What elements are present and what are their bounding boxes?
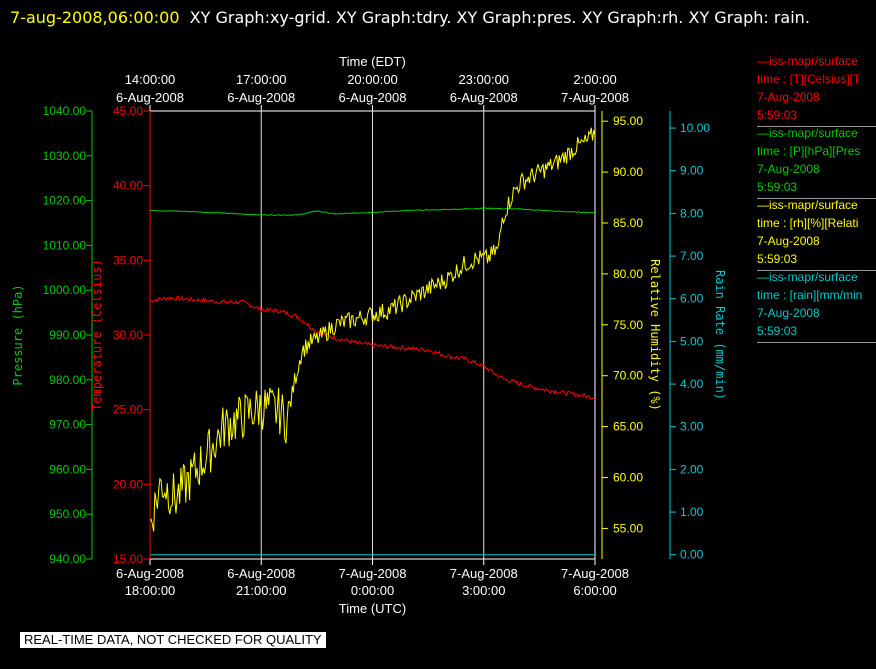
x-tick-label-utc-date: 7-Aug-2008 [339,566,407,581]
x-tick-label-edt-date: 6-Aug-2008 [116,90,184,105]
x-tick-label-utc-time: 6:00:00 [573,583,616,598]
quality-notice: REAL-TIME DATA, NOT CHECKED FOR QUALITY [20,632,326,648]
x-tick-label-utc-date: 6-Aug-2008 [116,566,184,581]
temperature-tick-label: 30.00 [113,328,143,342]
legend-entry-line2: time : [rh][%][Relati [757,216,859,230]
legend-entry: —iss-mapr/surface time : [P][hPa][Pres 7-A… [757,124,876,199]
x-tick-label-utc-time: 21:00:00 [236,583,287,598]
pressure-tick-label: 1030.00 [43,149,87,163]
temperature-tick-label: 40.00 [113,179,143,193]
x-tick-label-utc-time: 0:00:00 [351,583,394,598]
x-tick-label-utc-date: 7-Aug-2008 [450,566,518,581]
pressure-tick-label: 1000.00 [43,283,87,297]
humidity-tick-label: 65.00 [613,420,643,434]
page-title: 7-aug-2008,06:00:00 XY Graph:xy-grid. XY… [10,2,850,33]
title-text: XY Graph:xy-grid. XY Graph:tdry. XY Grap… [189,8,810,27]
pressure-tick-label: 950.00 [49,507,86,521]
x-axis-title-top: Time (EDT) [339,54,406,69]
x-tick-label-edt-date: 6-Aug-2008 [450,90,518,105]
humidity-tick-label: 55.00 [613,521,643,535]
x-tick-label-edt-time: 17:00:00 [236,72,287,87]
x-tick-label-edt-time: 2:00:00 [573,72,616,87]
x-tick-label-edt-date: 7-Aug-2008 [561,90,629,105]
pressure-tick-label: 990.00 [49,328,86,342]
humidity-tick-label: 95.00 [613,114,643,128]
legend-entry-line2: time : [rain][mm/min [757,288,863,302]
rain-tick-label: 9.00 [680,164,704,178]
legend-entry: —iss-mapr/surface time : [rh][%][Relati 7-… [757,196,876,271]
x-tick-label-utc-date: 7-Aug-2008 [561,566,629,581]
humidity-tick-label: 60.00 [613,471,643,485]
rain-tick-label: 7.00 [680,249,704,263]
x-tick-label-utc-time: 3:00:00 [462,583,505,598]
legend-entry-line1: —iss-mapr/surface [757,126,858,140]
pressure-tick-label: 960.00 [49,462,86,476]
x-tick-label-edt-date: 6-Aug-2008 [339,90,407,105]
legend-entry-line2: time : [T][Celsius][T [757,72,861,86]
legend-entry-line1: —iss-mapr/surface [757,198,858,212]
rain-tick-label: 0.00 [680,548,704,562]
pressure-tick-label: 980.00 [49,373,86,387]
legend-separator [757,270,876,271]
legend-entry-line3: 7-Aug-2008 [757,162,820,176]
humidity-tick-label: 80.00 [613,267,643,281]
x-tick-label-edt-date: 6-Aug-2008 [227,90,295,105]
x-tick-label-edt-time: 14:00:00 [125,72,176,87]
temperature-tick-label: 20.00 [113,477,143,491]
legend-separator [757,126,876,127]
legend-separator [757,342,876,343]
series-line-pressure [149,207,596,216]
legend-entry-line3: 7-Aug-2008 [757,90,820,104]
legend-entry-line4: 5:59:03 [757,180,798,194]
x-tick-label-edt-time: 23:00:00 [458,72,509,87]
legend-entry-line1: —iss-mapr/surface [757,270,858,284]
x-axis-title-bottom: Time (UTC) [339,601,406,616]
legend-entry-line1: —iss-mapr/surface [757,54,858,68]
pressure-axis-title: Pressure (hPa) [11,284,25,385]
x-tick-label-utc-time: 18:00:00 [125,583,176,598]
temperature-tick-label: 15.00 [113,552,143,566]
title-timestamp: 7-aug-2008,06:00:00 [10,8,180,27]
rain-axis-title: Rain Rate (mm/min) [713,270,727,400]
temperature-tick-label: 45.00 [113,104,143,118]
rain-tick-label: 4.00 [680,377,704,391]
humidity-tick-label: 85.00 [613,216,643,230]
legend-entry-line3: 7-Aug-2008 [757,306,820,320]
rain-tick-label: 2.00 [680,462,704,476]
rain-tick-label: 5.00 [680,334,704,348]
rain-tick-label: 8.00 [680,206,704,220]
humidity-axis-title: Relative Humidity (%) [648,259,662,411]
humidity-tick-label: 75.00 [613,318,643,332]
legend-entry-line3: 7-Aug-2008 [757,234,820,248]
pressure-tick-label: 1010.00 [43,238,87,252]
rain-tick-label: 3.00 [680,420,704,434]
temperature-axis-title: Temperature (Celsius) [90,259,104,411]
legend-entry-line4: 5:59:03 [757,108,798,122]
humidity-tick-label: 70.00 [613,369,643,383]
rain-tick-label: 6.00 [680,292,704,306]
series-line-temperature [149,295,596,401]
legend-entry: —iss-mapr/surface time : [rain][mm/min 7-A… [757,268,876,343]
pressure-tick-label: 970.00 [49,418,86,432]
pressure-tick-label: 940.00 [49,552,86,566]
legend-entry-line4: 5:59:03 [757,324,798,338]
legend-entry-line2: time : [P][hPa][Pres [757,144,861,158]
series-line-humidity [149,127,596,532]
rain-tick-label: 10.00 [680,121,710,135]
rain-tick-label: 1.00 [680,505,704,519]
pressure-tick-label: 1040.00 [43,104,87,118]
pressure-tick-label: 1020.00 [43,194,87,208]
legend-entry: —iss-mapr/surface time : [T][Celsius][T 7-… [757,52,876,127]
x-tick-label-utc-date: 6-Aug-2008 [227,566,295,581]
x-tick-label-edt-time: 20:00:00 [347,72,398,87]
temperature-tick-label: 35.00 [113,253,143,267]
temperature-tick-label: 25.00 [113,403,143,417]
humidity-tick-label: 90.00 [613,165,643,179]
legend-separator [757,198,876,199]
legend-entry-line4: 5:59:03 [757,252,798,266]
